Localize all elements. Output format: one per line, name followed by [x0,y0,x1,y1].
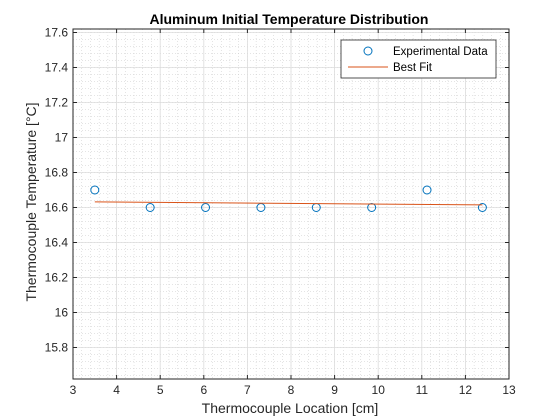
data-point-marker [201,203,211,212]
legend-layer: Experimental Data Best Fit [340,39,497,79]
legend-box [340,39,497,79]
y-tick-label: 17.6 [45,26,69,40]
best-fit-line [94,201,483,206]
x-tick-label: 13 [502,383,516,397]
legend-label: Best Fit [393,62,433,74]
y-tick-label: 16.6 [45,201,69,215]
data-point-marker [90,185,100,195]
x-tick-label: 12 [459,383,473,397]
chart-title: Aluminum Initial Temperature Distributio… [150,11,429,27]
y-tick-label: 17 [55,131,69,145]
x-tick-label: 5 [157,383,164,397]
x-tick-label: 3 [70,383,77,397]
legend-label: Experimental Data [393,46,488,58]
series-layer [90,185,487,212]
x-axis-label: Thermocouple Location [cm] [202,400,379,416]
data-point-marker [477,203,487,212]
legend-marker-swatch [363,46,373,56]
x-tick-label: 4 [113,383,120,397]
y-tick-label: 16.4 [45,236,69,250]
x-tick-label: 11 [416,383,429,397]
data-point-marker [367,203,377,212]
data-point-marker [422,185,432,195]
y-tick-label: 17.4 [45,61,69,75]
x-tick-label: 8 [288,383,295,397]
y-tick-label: 16.2 [45,271,69,285]
ticks-layer: 3 4 5 6 7 8 9 10 11 12 13 15.8 16 16.2 16.4 16.6 16.8 17 1… [45,26,516,398]
y-tick-label: 17.2 [45,96,69,110]
y-axis-label: Thermocouple Temperature [°C] [23,102,39,301]
x-tick-label: 7 [244,383,251,397]
y-tick-label: 15.8 [45,341,69,355]
y-tick-label: 16 [55,306,69,320]
x-tick-label: 6 [200,383,207,397]
y-tick-label: 16.8 [45,166,69,180]
data-point-marker [145,203,155,212]
x-tick-label: 9 [331,383,338,397]
x-tick-label: 10 [372,383,386,397]
grid-layer [72,29,510,379]
